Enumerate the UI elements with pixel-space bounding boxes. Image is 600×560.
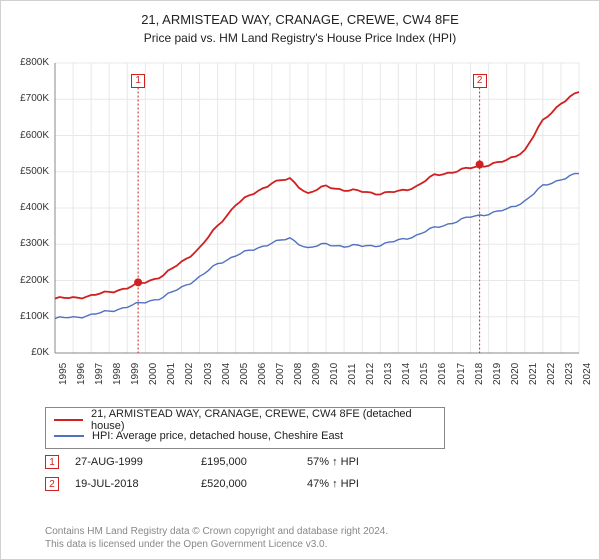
legend-label: 21, ARMISTEAD WAY, CRANAGE, CREWE, CW4 8… (91, 408, 436, 432)
sale-row: 2 19-JUL-2018 £520,000 47% ↑ HPI (45, 473, 585, 495)
x-tick-label: 2024 (582, 363, 593, 385)
x-tick-label: 2001 (166, 363, 177, 385)
chart-svg (11, 57, 591, 397)
x-tick-label: 2011 (347, 363, 358, 385)
sale-marker-icon: 1 (45, 455, 59, 469)
chart-sale-marker: 1 (131, 74, 145, 88)
x-tick-label: 2018 (474, 363, 485, 385)
x-tick-label: 2019 (492, 363, 503, 385)
x-tick-label: 1999 (130, 363, 141, 385)
y-tick-label: £200K (11, 275, 49, 286)
x-tick-label: 1996 (76, 363, 87, 385)
chart-sale-marker: 2 (473, 74, 487, 88)
sale-marker-icon: 2 (45, 477, 59, 491)
x-tick-label: 2021 (528, 363, 539, 385)
y-tick-label: £300K (11, 238, 49, 249)
x-tick-label: 2002 (184, 363, 195, 385)
sale-price: £195,000 (201, 456, 291, 468)
x-tick-label: 2009 (311, 363, 322, 385)
legend-item: 21, ARMISTEAD WAY, CRANAGE, CREWE, CW4 8… (54, 412, 436, 428)
y-tick-label: £0K (11, 347, 49, 358)
x-tick-label: 2015 (419, 363, 430, 385)
x-tick-label: 1997 (94, 363, 105, 385)
sale-price: £520,000 (201, 478, 291, 490)
footer-line: This data is licensed under the Open Gov… (45, 538, 388, 551)
x-tick-label: 2022 (546, 363, 557, 385)
x-tick-label: 2008 (293, 363, 304, 385)
x-tick-label: 2006 (257, 363, 268, 385)
legend-swatch (54, 435, 84, 437)
x-tick-label: 2000 (148, 363, 159, 385)
y-tick-label: £600K (11, 130, 49, 141)
x-tick-label: 2003 (203, 363, 214, 385)
y-tick-label: £400K (11, 202, 49, 213)
legend-swatch (54, 419, 83, 421)
footer-line: Contains HM Land Registry data © Crown c… (45, 525, 388, 538)
x-tick-label: 2004 (221, 363, 232, 385)
sales-table: 1 27-AUG-1999 £195,000 57% ↑ HPI 2 19-JU… (45, 451, 585, 495)
sale-pct: 47% ↑ HPI (307, 478, 407, 490)
page-container: 21, ARMISTEAD WAY, CRANAGE, CREWE, CW4 8… (0, 0, 600, 560)
page-title: 21, ARMISTEAD WAY, CRANAGE, CREWE, CW4 8… (1, 1, 599, 29)
x-tick-label: 1995 (58, 363, 69, 385)
x-tick-label: 2017 (456, 363, 467, 385)
price-chart: £0K £100K £200K £300K £400K £500K £600K £700K £8… (11, 57, 591, 397)
x-tick-label: 2014 (401, 363, 412, 385)
y-tick-label: £500K (11, 166, 49, 177)
y-tick-label: £100K (11, 311, 49, 322)
page-subtitle: Price paid vs. HM Land Registry's House … (1, 29, 599, 45)
sale-pct: 57% ↑ HPI (307, 456, 407, 468)
x-tick-label: 2013 (383, 363, 394, 385)
y-tick-label: £700K (11, 93, 49, 104)
x-tick-label: 2005 (239, 363, 250, 385)
sale-date: 27-AUG-1999 (75, 456, 185, 468)
x-tick-label: 1998 (112, 363, 123, 385)
x-tick-label: 2020 (510, 363, 521, 385)
footer-attribution: Contains HM Land Registry data © Crown c… (45, 525, 388, 551)
x-tick-label: 2016 (437, 363, 448, 385)
legend: 21, ARMISTEAD WAY, CRANAGE, CREWE, CW4 8… (45, 407, 445, 449)
x-tick-label: 2010 (329, 363, 340, 385)
sale-date: 19-JUL-2018 (75, 478, 185, 490)
x-tick-label: 2012 (365, 363, 376, 385)
y-tick-label: £800K (11, 57, 49, 68)
x-tick-label: 2023 (564, 363, 575, 385)
sale-row: 1 27-AUG-1999 £195,000 57% ↑ HPI (45, 451, 585, 473)
x-tick-label: 2007 (275, 363, 286, 385)
legend-label: HPI: Average price, detached house, Ches… (92, 430, 343, 442)
